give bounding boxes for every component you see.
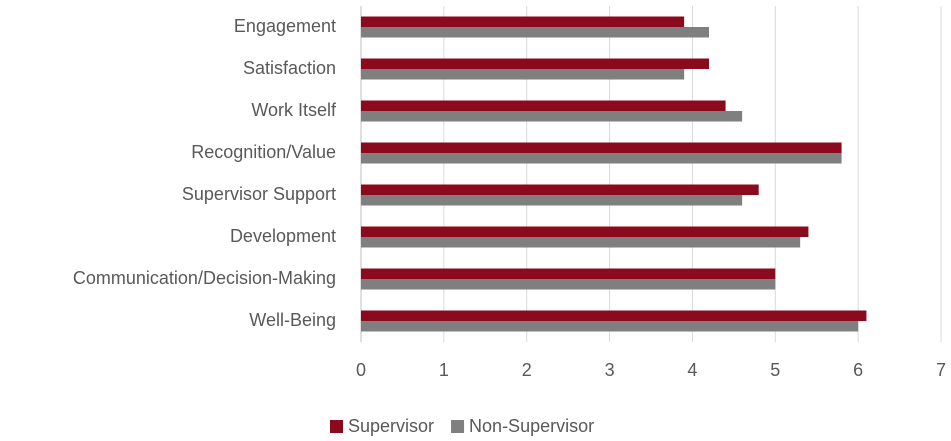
x-tick-label: 1 [439, 360, 449, 380]
bar [361, 279, 776, 290]
bar [361, 111, 743, 122]
y-tick-label: Development [230, 226, 336, 246]
y-tick-label: Well-Being [249, 310, 336, 330]
bar [361, 16, 685, 27]
y-tick-label: Satisfaction [243, 58, 336, 78]
y-tick-label: Work Itself [251, 100, 337, 120]
legend-label: Non-Supervisor [469, 416, 594, 436]
legend-swatch [451, 420, 465, 433]
bar [361, 310, 867, 321]
x-tick-label: 5 [770, 360, 780, 380]
bar [361, 195, 743, 206]
bar [361, 27, 709, 38]
x-tick-label: 0 [356, 360, 366, 380]
x-tick-label: 6 [853, 360, 863, 380]
bar [361, 142, 842, 153]
legend-swatch [330, 420, 343, 433]
bar [361, 58, 709, 69]
bar [361, 268, 776, 279]
bar [361, 100, 726, 111]
y-tick-label: Engagement [234, 16, 336, 36]
bar [361, 237, 801, 248]
bar [361, 321, 859, 332]
bar [361, 69, 685, 80]
legend-label: Supervisor [348, 416, 434, 436]
x-tick-label: 2 [522, 360, 532, 380]
bar [361, 153, 842, 164]
bar [361, 226, 809, 237]
x-tick-label: 4 [687, 360, 697, 380]
bar [361, 184, 759, 195]
x-tick-label: 3 [605, 360, 615, 380]
y-tick-label: Communication/Decision-Making [73, 268, 336, 288]
y-tick-label: Supervisor Support [182, 184, 336, 204]
x-tick-label: 7 [936, 360, 946, 380]
y-tick-label: Recognition/Value [191, 142, 336, 162]
